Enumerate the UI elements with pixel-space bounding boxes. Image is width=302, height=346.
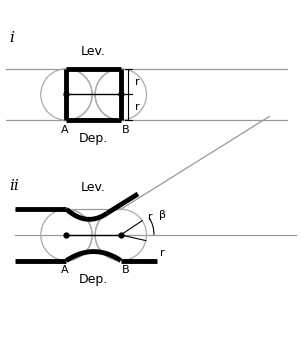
Text: ii: ii: [9, 179, 19, 193]
Text: A: A: [61, 265, 69, 275]
Text: r: r: [135, 77, 140, 86]
Text: r: r: [160, 248, 165, 258]
Text: r: r: [147, 212, 152, 222]
Text: Lev.: Lev.: [81, 45, 106, 58]
Text: B: B: [122, 125, 129, 135]
Text: Dep.: Dep.: [79, 132, 108, 145]
Text: Lev.: Lev.: [80, 181, 105, 194]
Text: B: B: [122, 265, 129, 275]
Text: i: i: [9, 31, 14, 45]
Text: β: β: [159, 210, 166, 220]
Text: Dep.: Dep.: [79, 273, 108, 286]
Text: r: r: [135, 102, 140, 112]
Text: A: A: [61, 125, 69, 135]
